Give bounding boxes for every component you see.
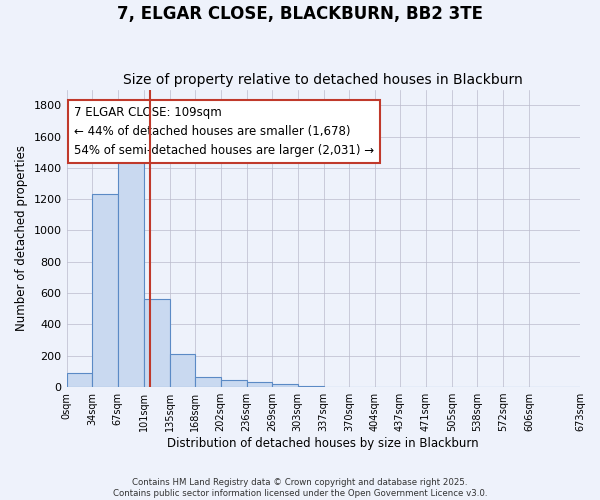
Bar: [118, 150, 143, 387]
Bar: [247, 382, 272, 387]
Y-axis label: Number of detached properties: Number of detached properties: [15, 146, 28, 332]
Bar: [221, 380, 247, 387]
Text: 7, ELGAR CLOSE, BLACKBURN, BB2 3TE: 7, ELGAR CLOSE, BLACKBURN, BB2 3TE: [117, 5, 483, 23]
Bar: [67, 373, 92, 387]
X-axis label: Distribution of detached houses by size in Blackburn: Distribution of detached houses by size …: [167, 437, 479, 450]
Bar: [195, 377, 221, 387]
Bar: [272, 384, 298, 387]
Bar: [170, 354, 195, 387]
Bar: [92, 194, 118, 387]
Text: 7 ELGAR CLOSE: 109sqm
← 44% of detached houses are smaller (1,678)
54% of semi-d: 7 ELGAR CLOSE: 109sqm ← 44% of detached …: [74, 106, 374, 157]
Bar: [143, 300, 170, 387]
Bar: [298, 386, 323, 387]
Title: Size of property relative to detached houses in Blackburn: Size of property relative to detached ho…: [124, 73, 523, 87]
Text: Contains HM Land Registry data © Crown copyright and database right 2025.
Contai: Contains HM Land Registry data © Crown c…: [113, 478, 487, 498]
